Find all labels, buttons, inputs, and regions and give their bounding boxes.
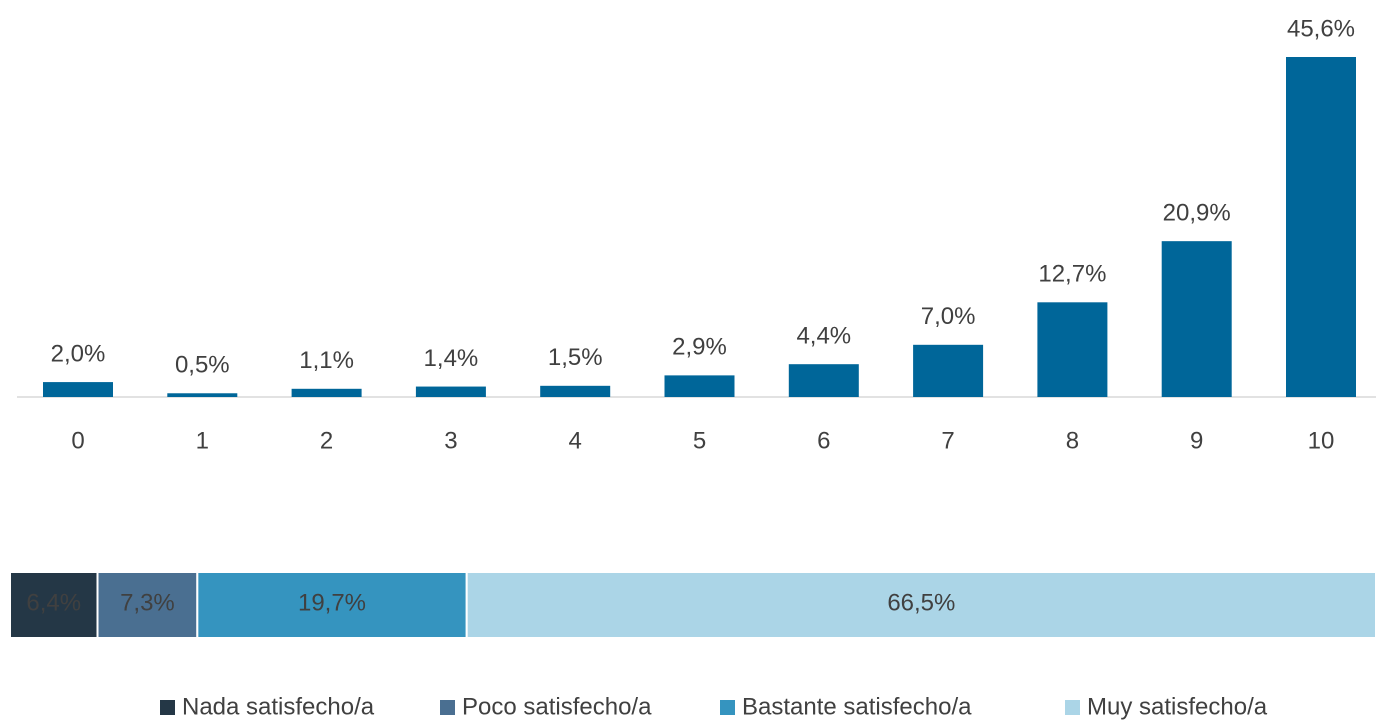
x-tick-label: 6 <box>817 427 830 454</box>
legend-swatch <box>160 700 175 715</box>
data-label: 45,6% <box>1287 15 1355 42</box>
bar <box>664 375 735 397</box>
legend-label: Poco satisfecho/a <box>462 693 652 720</box>
x-tick-label: 4 <box>569 427 582 454</box>
segment <box>96 571 199 639</box>
legend-label: Bastante satisfecho/a <box>742 693 972 720</box>
data-label: 1,5% <box>548 344 603 371</box>
segment-label: 19,7% <box>298 589 366 616</box>
bar <box>1286 57 1356 397</box>
bar <box>1037 302 1108 397</box>
bar <box>415 386 486 397</box>
x-tick-label: 0 <box>71 427 84 454</box>
segment-label: 6,4% <box>26 589 81 616</box>
x-tick-label: 7 <box>941 427 954 454</box>
x-tick-label: 3 <box>444 427 457 454</box>
segment <box>465 571 1376 639</box>
data-label: 4,4% <box>796 323 851 350</box>
data-label: 1,1% <box>299 347 354 374</box>
bar <box>913 344 984 397</box>
x-tick-label: 1 <box>196 427 209 454</box>
legend-swatch <box>1065 700 1080 715</box>
legend-swatch <box>720 700 735 715</box>
data-label: 1,4% <box>424 345 479 372</box>
segment-label: 7,3% <box>120 589 175 616</box>
x-tick-label: 8 <box>1066 427 1079 454</box>
x-tick-label: 2 <box>320 427 333 454</box>
x-tick-label: 5 <box>693 427 706 454</box>
bar <box>1161 241 1232 397</box>
data-label: 12,7% <box>1038 261 1106 288</box>
data-label: 2,0% <box>51 340 106 367</box>
segment-label: 66,5% <box>887 589 955 616</box>
segment <box>196 571 468 639</box>
data-label: 2,9% <box>672 334 727 361</box>
bar <box>540 385 611 397</box>
data-label: 20,9% <box>1163 200 1231 227</box>
bar <box>291 388 362 397</box>
legend-swatch <box>440 700 455 715</box>
legend-label: Nada satisfecho/a <box>182 693 375 720</box>
bar <box>43 382 113 397</box>
data-label: 7,0% <box>921 303 976 330</box>
x-tick-label: 10 <box>1308 427 1335 454</box>
bar <box>788 364 859 397</box>
bar <box>167 393 238 397</box>
data-label: 0,5% <box>175 352 230 379</box>
x-tick-label: 9 <box>1190 427 1203 454</box>
legend-label: Muy satisfecho/a <box>1087 693 1268 720</box>
